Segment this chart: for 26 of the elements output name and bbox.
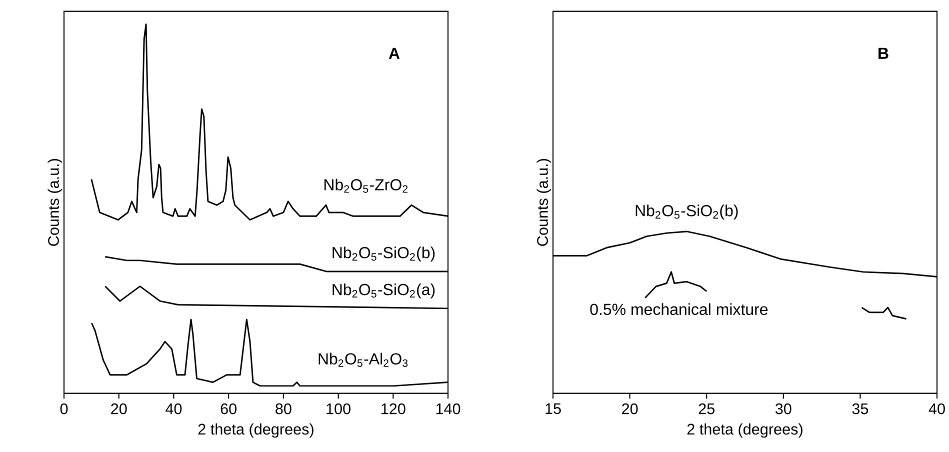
x-tick-label: 30 (775, 403, 792, 414)
x-tick-label: 40 (928, 403, 945, 414)
x-axis-title: 2 theta (degrees) (198, 423, 314, 438)
x-tick-label: 20 (622, 403, 638, 414)
x-tick-label: 100 (326, 403, 350, 414)
chart-title: B (878, 48, 888, 59)
x-tick-label: 35 (852, 403, 868, 414)
x-tick-label: 40 (166, 403, 182, 414)
x-axis-title: 2 theta (degrees) (687, 423, 802, 438)
series-label: Nb$_{2}$O$_{5}$-SiO$_{2}$(a) (332, 283, 435, 298)
x-tick-label: 25 (698, 403, 714, 414)
x-tick-label: 15 (546, 403, 561, 414)
x-tick-label: 80 (276, 403, 292, 414)
series-label: Nb$_{2}$O$_{5}$-SiO$_{2}$(b) (332, 246, 435, 262)
text: A (388, 48, 400, 59)
series-label: Nb$_{2}$O$_{5}$-Al$_{2}$O$_{3}$ (318, 352, 408, 367)
x-tick-label: 120 (382, 403, 406, 414)
y-axis-title: Counts (a.u.) (536, 158, 551, 246)
x-tick-label: 0 (60, 403, 68, 414)
x-tick-label: 140 (436, 403, 460, 414)
x-tick-label: 60 (220, 403, 237, 414)
y-axis-title: Counts (a.u.) (48, 158, 62, 246)
series-label: Nb$_{2}$O$_{5}$-SiO$_{2}$(b) (636, 204, 738, 220)
series-label: 0.5% mechanical mixture (590, 303, 768, 316)
x-tick-label: 20 (111, 403, 127, 414)
series-label: Nb$_{2}$O$_{5}$-ZrO$_{2}$ (324, 178, 408, 193)
